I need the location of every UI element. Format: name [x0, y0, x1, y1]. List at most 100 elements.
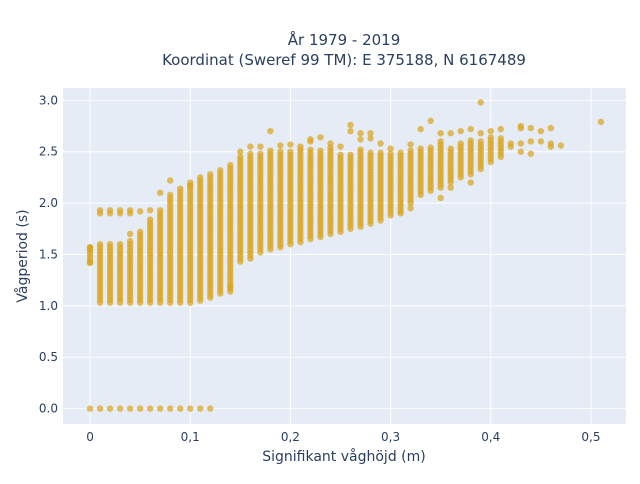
data-point	[217, 167, 224, 174]
data-point	[116, 405, 124, 412]
data-point	[277, 148, 284, 155]
data-point	[267, 127, 274, 135]
data-point	[96, 405, 104, 412]
data-point	[227, 284, 234, 291]
data-point	[257, 150, 264, 157]
data-point	[317, 134, 324, 141]
data-points	[86, 99, 605, 412]
data-point	[297, 143, 304, 150]
data-point	[146, 405, 154, 412]
chart-title-line-1: År 1979 - 2019	[288, 30, 401, 49]
data-point	[146, 207, 154, 214]
data-point	[367, 149, 374, 156]
data-point	[126, 230, 134, 238]
y-tick-labels: 0.0 0.5 1.0 1.5 2.0 2.5 3.0	[39, 93, 58, 415]
data-point	[86, 259, 94, 266]
data-point	[327, 140, 334, 147]
y-tick-label: 1.5	[39, 247, 58, 261]
data-point	[467, 125, 474, 133]
data-point	[387, 145, 394, 152]
data-point	[487, 134, 494, 141]
data-point	[347, 121, 354, 129]
data-point	[106, 405, 114, 412]
data-point	[557, 142, 565, 149]
data-point	[307, 136, 314, 143]
data-point	[497, 135, 504, 142]
data-point	[156, 189, 164, 197]
data-point	[447, 130, 454, 137]
data-point	[417, 125, 424, 133]
data-point	[377, 140, 384, 147]
y-tick-label: 2.5	[39, 145, 58, 159]
data-point	[457, 140, 464, 147]
data-point	[287, 148, 294, 155]
data-point	[187, 405, 194, 412]
data-point	[467, 137, 474, 144]
data-point	[517, 148, 525, 155]
data-point	[126, 237, 134, 245]
data-point	[156, 207, 164, 214]
data-point	[537, 138, 545, 145]
data-point	[477, 99, 484, 106]
data-point	[146, 216, 154, 223]
data-point	[427, 144, 434, 151]
data-point	[116, 207, 124, 214]
data-point	[537, 127, 545, 135]
data-point	[247, 143, 254, 150]
data-point	[377, 149, 384, 156]
data-point	[116, 240, 124, 248]
data-point	[166, 405, 174, 412]
x-tick-label: 0,1	[181, 430, 200, 444]
data-point	[337, 151, 344, 158]
data-point	[337, 143, 344, 150]
data-point	[547, 124, 555, 132]
y-tick-label: 0.5	[39, 350, 58, 364]
data-point	[317, 147, 324, 154]
data-point	[437, 194, 444, 202]
data-point	[447, 184, 454, 191]
data-point	[237, 148, 244, 155]
data-point	[257, 143, 264, 150]
data-point	[126, 405, 134, 412]
data-point	[166, 177, 174, 184]
data-point	[357, 130, 364, 137]
data-point	[347, 127, 354, 135]
data-point	[347, 151, 354, 158]
data-point	[517, 140, 525, 147]
y-tick-label: 0.0	[39, 402, 58, 416]
data-point	[156, 405, 164, 412]
data-point	[507, 140, 514, 147]
data-point	[237, 153, 244, 161]
data-point	[207, 171, 214, 178]
data-point	[277, 142, 284, 149]
x-tick-label: 0,4	[481, 430, 500, 444]
x-tick-label: 0,3	[381, 430, 400, 444]
data-point	[477, 138, 484, 145]
data-point	[136, 405, 144, 412]
y-tick-label: 3.0	[39, 93, 58, 107]
data-point	[96, 240, 104, 248]
data-point	[387, 150, 394, 157]
data-point	[367, 135, 374, 142]
x-tick-label: 0,5	[581, 430, 600, 444]
data-point	[357, 146, 364, 153]
data-point	[177, 185, 184, 192]
data-point	[106, 207, 114, 214]
data-point	[527, 138, 535, 145]
data-point	[487, 127, 494, 135]
y-axis-title: Vågperiod (s)	[14, 209, 31, 302]
data-point	[527, 124, 535, 132]
data-point	[397, 149, 404, 156]
data-point	[136, 228, 144, 236]
data-point	[397, 210, 404, 217]
data-point	[457, 127, 464, 135]
y-tick-label: 2.0	[39, 196, 58, 210]
y-tick-label: 1.0	[39, 299, 58, 313]
data-point	[407, 141, 414, 148]
data-point	[247, 150, 254, 157]
data-point	[517, 122, 525, 130]
data-point	[126, 207, 134, 214]
data-point	[187, 182, 194, 189]
